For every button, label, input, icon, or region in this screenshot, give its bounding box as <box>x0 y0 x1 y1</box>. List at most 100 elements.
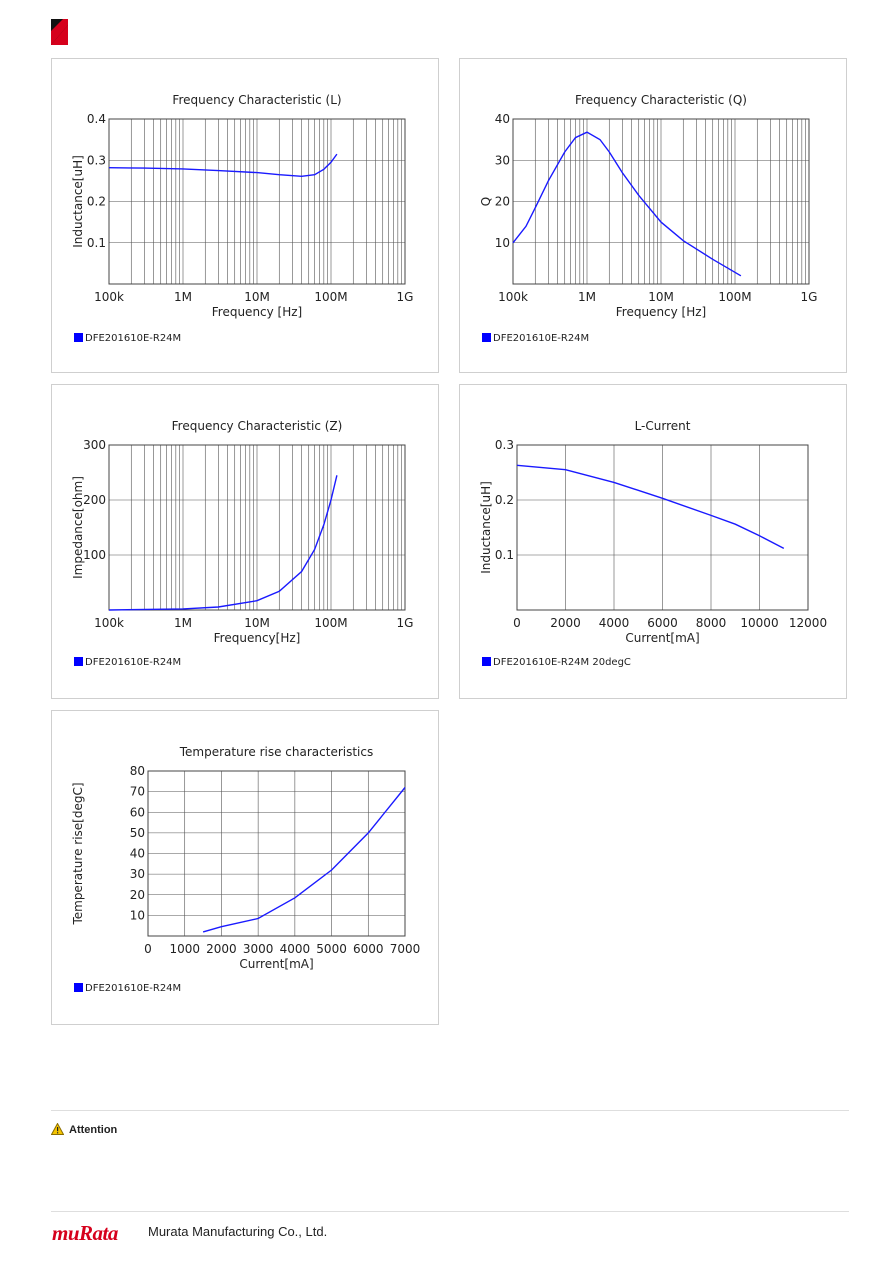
chart-title: Temperature rise characteristics <box>179 745 373 759</box>
y-tick-label: 30 <box>130 867 145 881</box>
y-tick-label: 0.3 <box>495 438 514 452</box>
x-tick-label: 4000 <box>599 616 630 630</box>
plot-frame <box>108 444 406 611</box>
legend: DFE201610E-R24M <box>74 983 181 994</box>
y-tick-label: 100 <box>83 548 106 562</box>
x-tick-label: 12000 <box>789 616 827 630</box>
grid <box>109 444 405 610</box>
x-tick-label: 4000 <box>280 942 311 956</box>
series-line <box>202 787 406 933</box>
series-line <box>108 153 338 178</box>
y-tick-label: 0.2 <box>495 493 514 507</box>
chart-panel-q: Frequency Characteristic (Q) 100k 1M 10M 100… <box>459 58 847 373</box>
x-tick-label: 100k <box>94 616 124 630</box>
chart-panel-l-current: L-Current 0 2000 4000 6000 8000 10000 12000 0.1 0… <box>459 384 847 699</box>
y-tick-label: 10 <box>130 908 145 922</box>
y-tick-label: 70 <box>130 785 145 799</box>
y-axis-label: Temperature rise[degC] <box>71 782 85 925</box>
legend: DFE201610E-R24M <box>482 333 589 344</box>
x-axis-label: Current[mA] <box>239 957 313 971</box>
x-tick-label: 2000 <box>550 616 581 630</box>
y-tick-label: 0.3 <box>87 153 106 167</box>
y-axis-label: Q <box>479 197 493 206</box>
y-axis-label: Impedance[ohm] <box>71 476 85 579</box>
x-tick-label: 100k <box>94 290 124 304</box>
x-tick-label: 10000 <box>740 616 778 630</box>
legend-label: DFE201610E-R24M <box>85 983 182 994</box>
y-axis-label: Inductance[uH] <box>479 481 493 574</box>
y-tick-label: 10 <box>495 236 510 250</box>
series-line <box>512 131 742 277</box>
legend: DFE201610E-R24M 20degC <box>482 657 631 668</box>
x-tick-label: 2000 <box>206 942 237 956</box>
x-tick-label: 100k <box>498 290 528 304</box>
y-tick-label: 50 <box>130 826 145 840</box>
x-axis-label: Frequency [Hz] <box>212 305 303 319</box>
y-tick-label: 0.1 <box>87 236 106 250</box>
x-tick-label: 100M <box>718 290 751 304</box>
plot-frame <box>108 118 406 285</box>
series-line <box>108 475 338 611</box>
x-tick-label: 0 <box>144 942 152 956</box>
legend-label: DFE201610E-R24M <box>85 333 182 344</box>
chart-l-current: L-Current 0 2000 4000 6000 8000 10000 12000 0.1 0… <box>479 419 827 645</box>
chart-panel-inductance: Frequency Characteristic (L) 100k 1M 10M 100… <box>51 58 439 373</box>
x-axis-label: Current[mA] <box>625 631 699 645</box>
x-tick-label: 6000 <box>647 616 678 630</box>
divider <box>51 1211 849 1212</box>
x-tick-label: 10M <box>648 290 674 304</box>
chart-title: Frequency Characteristic (Q) <box>575 93 747 107</box>
y-tick-label: 300 <box>83 438 106 452</box>
chart-title: Frequency Characteristic (L) <box>172 93 341 107</box>
y-tick-label: 0.2 <box>87 195 106 209</box>
legend-swatch <box>482 333 491 342</box>
legend-label: DFE201610E-R24M <box>85 657 182 668</box>
plot-frame <box>512 118 810 285</box>
y-tick-label: 80 <box>130 764 145 778</box>
company-name: Murata Manufacturing Co., Ltd. <box>148 1224 328 1239</box>
attention-notice[interactable]: Attention <box>51 1123 117 1136</box>
x-tick-label: 1G <box>801 290 818 304</box>
x-tick-label: 1M <box>174 290 192 304</box>
x-tick-label: 1M <box>578 290 596 304</box>
plot-frame <box>147 770 406 937</box>
attention-label: Attention <box>69 1124 118 1136</box>
y-axis-label: Inductance[uH] <box>71 155 85 248</box>
y-tick-label: 40 <box>130 847 145 861</box>
x-tick-label: 100M <box>314 616 347 630</box>
x-tick-label: 1M <box>174 616 192 630</box>
x-tick-label: 5000 <box>316 942 347 956</box>
chart-inductance: Frequency Characteristic (L) 100k 1M 10M 100… <box>71 93 413 319</box>
chart-title: L-Current <box>635 419 691 433</box>
grid <box>513 118 809 284</box>
divider <box>51 1110 849 1111</box>
series-line <box>516 464 785 550</box>
legend-label: DFE201610E-R24M 20degC <box>493 657 631 668</box>
y-tick-label: 200 <box>83 493 106 507</box>
y-tick-label: 20 <box>130 888 145 902</box>
x-tick-label: 7000 <box>390 942 421 956</box>
legend-label: DFE201610E-R24M <box>493 333 590 344</box>
x-tick-label: 1G <box>397 616 414 630</box>
chart-panel-impedance: Frequency Characteristic (Z) 100k 1M 10M 100… <box>51 384 439 699</box>
chart-title: Frequency Characteristic (Z) <box>172 419 343 433</box>
x-tick-label: 0 <box>513 616 521 630</box>
y-tick-label: 60 <box>130 805 145 819</box>
y-tick-label: 20 <box>495 195 510 209</box>
y-tick-label: 0.4 <box>87 112 106 126</box>
plot-frame <box>516 444 809 611</box>
legend-swatch <box>74 333 83 342</box>
corner-logo-icon <box>51 19 68 45</box>
legend: DFE201610E-R24M <box>74 333 181 344</box>
legend-swatch <box>482 657 491 666</box>
x-tick-label: 8000 <box>696 616 727 630</box>
x-tick-label: 3000 <box>243 942 274 956</box>
grid <box>109 118 405 284</box>
x-axis-label: Frequency[Hz] <box>214 631 301 645</box>
x-tick-label: 6000 <box>353 942 384 956</box>
grid <box>148 770 406 936</box>
warning-icon <box>51 1123 64 1135</box>
y-tick-label: 30 <box>495 153 510 167</box>
legend: DFE201610E-R24M <box>74 657 181 668</box>
legend-swatch <box>74 983 83 992</box>
